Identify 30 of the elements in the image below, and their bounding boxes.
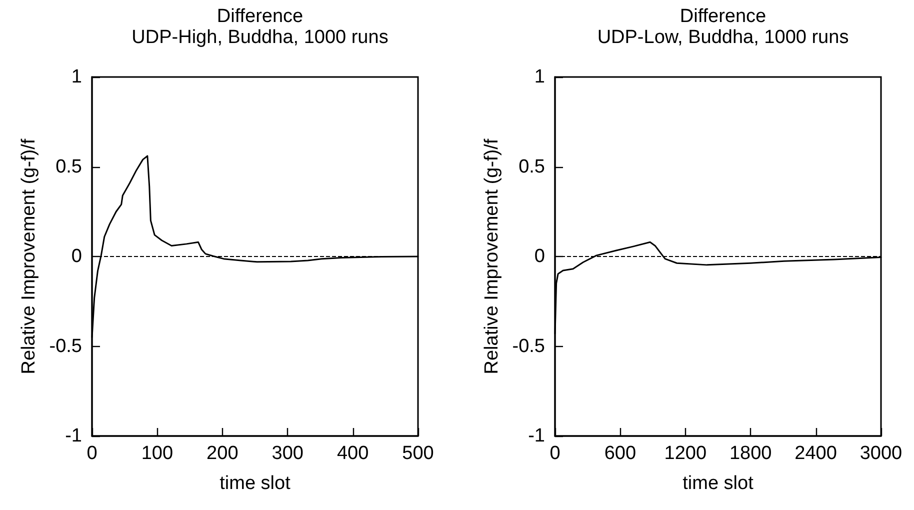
x-tick-label: 500 [402,443,434,464]
chart-subtitle: UDP-Low, Buddha, 1000 runs [597,27,849,48]
x-tick-label: 0 [86,443,98,464]
y-tick-label: 0 [71,246,82,267]
chart-title: Difference [680,6,766,27]
y-axis-title: Relative Improvement (g-f)/f [481,138,502,374]
x-tick-label: 2400 [794,443,837,464]
x-tick-label: 300 [272,443,304,464]
x-tick-label: 600 [604,443,636,464]
x-tick-label: 200 [206,443,238,464]
x-tick-label: 1800 [729,443,772,464]
x-tick-label: 3000 [860,443,902,464]
x-tick-label: 400 [336,443,369,464]
y-axis-title: Relative Improvement (g-f)/f [18,138,40,374]
y-tick-label: -0.5 [49,336,82,357]
chart-subtitle: UDP-High, Buddha, 1000 runs [132,27,388,48]
y-tick-label: 1 [71,66,82,88]
x-axis-title: time slot [220,473,292,494]
x-tick-label: 100 [141,443,174,464]
y-tick-label: -1 [528,426,545,446]
y-tick-label: -1 [65,426,82,446]
y-tick-label: 0.5 [56,156,82,178]
y-tick-label: 1 [534,66,545,88]
y-tick-label: -0.5 [512,336,545,357]
x-tick-label: 0 [550,443,560,464]
y-tick-label: 0.5 [518,156,545,178]
x-axis-title: time slot [682,473,754,494]
x-tick-label: 1200 [664,443,707,464]
chart-title: Difference [216,6,304,27]
y-tick-label: 0 [534,246,545,267]
